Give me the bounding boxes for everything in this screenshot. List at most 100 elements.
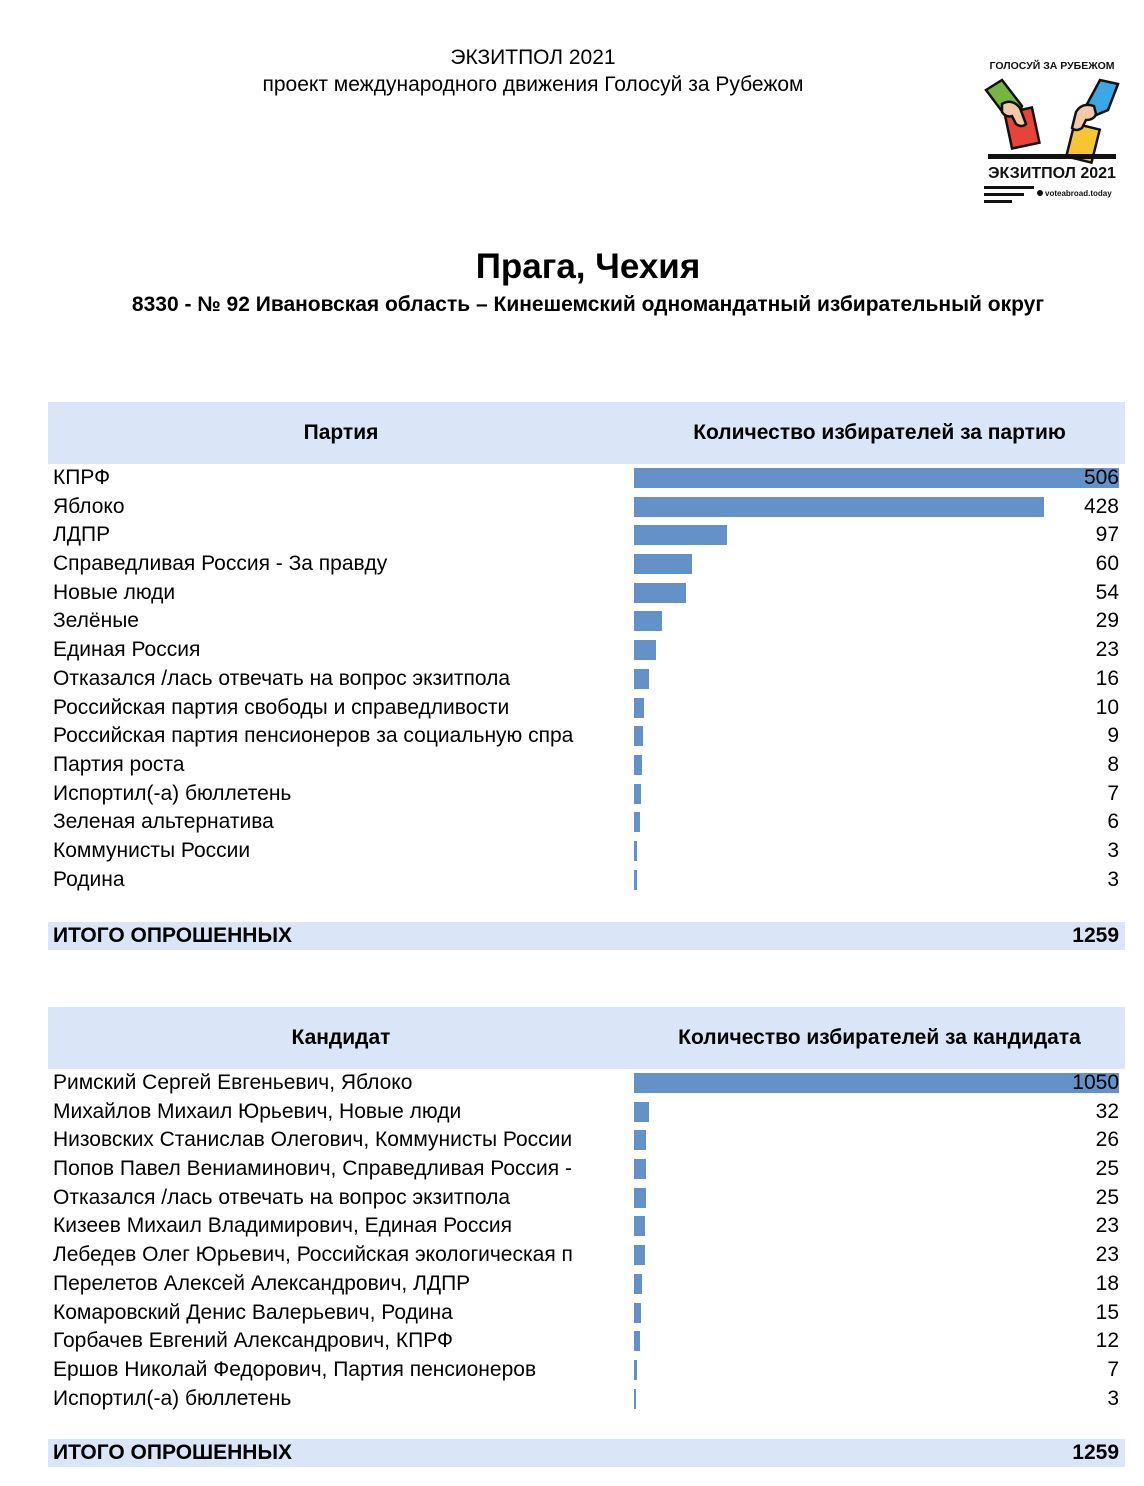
party-value: 16 (1095, 666, 1119, 690)
party-bar (634, 554, 692, 575)
party-value: 97 (1095, 523, 1119, 547)
party-row: Коммунисты России 3 (48, 837, 1125, 866)
candidate-label: Испортил(-а) бюллетень (53, 1386, 292, 1410)
candidate-value: 15 (1095, 1300, 1119, 1324)
candidate-bar (634, 1159, 646, 1180)
candidates-total-value: 1259 (1072, 1441, 1119, 1464)
party-label: Зелёные (53, 609, 139, 633)
candidate-bar (634, 1302, 641, 1323)
party-bar (634, 840, 637, 861)
party-value: 54 (1095, 580, 1119, 604)
exitpoll-logo: ГОЛОСУЙ ЗА РУБЕЖОМ ЭКЗИТПОЛ 2021 voteabr… (982, 54, 1122, 206)
party-value: 9 (1107, 724, 1119, 748)
candidate-bar (634, 1073, 1119, 1093)
report-project-line: проект международного движения Голосуй з… (262, 73, 804, 96)
page-subtitle: 8330 - № 92 Ивановская область – Кинешем… (131, 293, 1045, 316)
candidates-total-row: ИТОГО ОПРОШЕННЫХ 1259 (48, 1439, 1125, 1467)
party-label: Зеленая альтернатива (53, 810, 274, 834)
candidates-total-label: ИТОГО ОПРОШЕННЫХ (53, 1441, 293, 1464)
party-row: Единая Россия 23 (48, 636, 1125, 665)
logo-line-3 (984, 200, 1012, 203)
party-row: КПРФ 506 (48, 464, 1125, 493)
candidate-label: Лебедев Олег Юрьевич, Российская экологи… (53, 1243, 573, 1267)
candidate-value: 25 (1095, 1157, 1119, 1181)
party-bar (634, 611, 662, 632)
party-row: Партия роста 8 (48, 751, 1125, 780)
party-label: Единая Россия (53, 638, 201, 662)
page-title: Прага, Чехия (475, 247, 701, 286)
report-title-line: ЭКЗИТПОЛ 2021 (450, 46, 616, 69)
parties-rows: КПРФ 506 Яблоко 428 ЛДПР 97 Справедливая Росси… (48, 464, 1125, 894)
candidate-label: Горбачев Евгений Александрович, КПРФ (53, 1329, 453, 1353)
parties-table: Партия Количество избирателей за партию … (48, 402, 1125, 894)
logo-top-text: ГОЛОСУЙ ЗА РУБЕЖОМ (990, 59, 1115, 72)
party-label: Испортил(-а) бюллетень (53, 781, 292, 805)
candidate-row: Испортил(-а) бюллетень 3 (48, 1385, 1125, 1414)
candidate-label: Комаровский Денис Валерьевич, Родина (53, 1300, 453, 1324)
parties-table-header: Партия Количество избирателей за партию (48, 402, 1125, 464)
party-row: Новые люди 54 (48, 579, 1125, 608)
logo-line-1 (984, 186, 1034, 189)
party-label: Яблоко (53, 494, 125, 518)
logo-globe-icon (1037, 190, 1043, 196)
candidates-table: Кандидат Количество избирателей за канди… (48, 1007, 1125, 1413)
party-label: КПРФ (53, 466, 111, 489)
parties-col-party: Партия (303, 421, 379, 444)
party-value: 8 (1107, 752, 1119, 776)
candidate-label: Перелетов Алексей Александрович, ЛДПР (53, 1271, 471, 1295)
logo-bottom-text: ЭКЗИТПОЛ 2021 (988, 165, 1116, 182)
candidate-row: Отказался /лась отвечать на вопрос экзит… (48, 1184, 1125, 1213)
candidate-row: Низовских Станислав Олегович, Коммунисты… (48, 1126, 1125, 1155)
candidate-row: Лебедев Олег Юрьевич, Российская экологи… (48, 1241, 1125, 1270)
party-value: 506 (1083, 466, 1119, 489)
party-value: 29 (1095, 609, 1119, 633)
exitpoll-logo-image: ГОЛОСУЙ ЗА РУБЕЖОМ ЭКЗИТПОЛ 2021 voteabr… (984, 59, 1120, 203)
candidate-label: Отказался /лась отвечать на вопрос экзит… (53, 1185, 511, 1209)
party-bar (634, 468, 1119, 488)
candidate-label: Низовских Станислав Олегович, Коммунисты… (53, 1128, 573, 1152)
party-row: Испортил(-а) бюллетень 7 (48, 780, 1125, 809)
candidates-rows: Римский Сергей Евгеньевич, Яблоко 1050 Мих… (48, 1069, 1125, 1413)
party-bar (634, 812, 640, 833)
parties-total-value: 1259 (1072, 924, 1119, 947)
party-label: Отказался /лась отвечать на вопрос экзит… (53, 666, 511, 690)
candidate-value: 1050 (1072, 1071, 1119, 1094)
candidate-value: 23 (1095, 1214, 1119, 1238)
party-value: 3 (1107, 838, 1119, 862)
candidate-value: 26 (1095, 1128, 1119, 1152)
party-bar (634, 726, 643, 747)
party-row: Справедливая Россия - За правду 60 (48, 550, 1125, 579)
candidate-value: 18 (1095, 1271, 1119, 1295)
parties-total-label: ИТОГО ОПРОШЕННЫХ (53, 924, 293, 947)
candidates-table-header: Кандидат Количество избирателей за канди… (48, 1007, 1125, 1069)
candidate-bar (634, 1216, 645, 1237)
candidate-value: 3 (1107, 1386, 1119, 1410)
party-value: 23 (1095, 638, 1119, 662)
party-label: Российская партия свободы и справедливос… (53, 695, 510, 719)
candidate-bar (634, 1101, 649, 1122)
candidate-row: Михайлов Михаил Юрьевич, Новые люди 32 (48, 1098, 1125, 1127)
party-label: Новые люди (53, 580, 176, 604)
candidate-value: 23 (1095, 1243, 1119, 1267)
party-bar (634, 525, 727, 546)
candidate-value: 25 (1095, 1185, 1119, 1209)
party-value: 60 (1095, 552, 1119, 576)
candidate-row: Римский Сергей Евгеньевич, Яблоко 1050 (48, 1069, 1125, 1098)
report-header: ЭКЗИТПОЛ 2021 проект международного движ… (0, 44, 1066, 98)
party-label: Коммунисты России (53, 838, 251, 862)
candidate-bar (634, 1388, 636, 1409)
party-label: ЛДПР (53, 523, 111, 547)
right-hand-icon (1070, 103, 1098, 132)
candidate-bar (634, 1331, 640, 1352)
candidate-row: Перелетов Алексей Александрович, ЛДПР 18 (48, 1270, 1125, 1299)
party-row: Отказался /лась отвечать на вопрос экзит… (48, 665, 1125, 694)
candidate-row: Попов Павел Вениаминович, Справедливая Р… (48, 1155, 1125, 1184)
candidate-row: Горбачев Евгений Александрович, КПРФ 12 (48, 1327, 1125, 1356)
party-bar (634, 869, 637, 890)
logo-site-text: voteabroad.today (1045, 189, 1112, 198)
candidate-bar (634, 1273, 643, 1294)
party-label: Партия роста (53, 752, 185, 776)
left-hand-icon (1000, 100, 1028, 128)
party-row: Российская партия пенсионеров за социаль… (48, 722, 1125, 751)
candidate-row: Комаровский Денис Валерьевич, Родина 15 (48, 1299, 1125, 1328)
